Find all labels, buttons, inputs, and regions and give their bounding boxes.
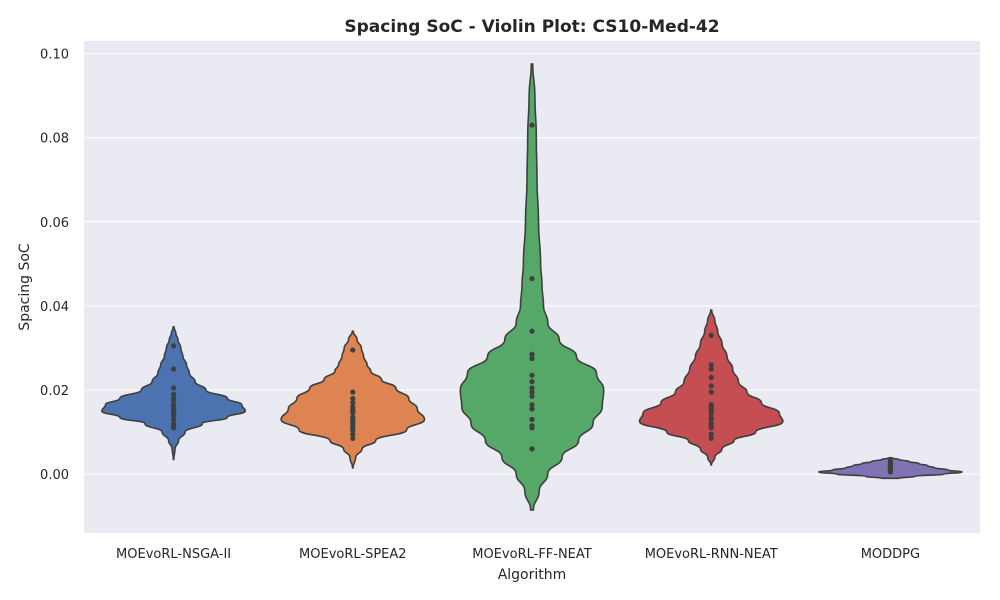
violin-point: [171, 425, 177, 431]
violin-point: [887, 469, 894, 475]
x-tick-labels: MOEvoRL-NSGA-II MOEvoRL-SPEA2 MOEvoRL-FF-N…: [116, 547, 920, 562]
violin-point: [529, 416, 535, 423]
violin-point: [708, 431, 714, 437]
y-tick-labels: 0.00 0.02 0.04 0.06 0.08 0.10: [40, 48, 69, 484]
x-tick-label: MOEvoRL-SPEA2: [299, 547, 407, 562]
y-tick-label: 0.08: [40, 132, 69, 147]
violin-point: [350, 400, 356, 406]
violin-point: [350, 347, 356, 353]
violin-point: [350, 435, 356, 441]
violin-point: [529, 122, 535, 128]
y-tick-label: 0.04: [40, 300, 69, 315]
violin-point: [529, 275, 535, 282]
violin-point: [171, 385, 177, 391]
violin-point: [350, 410, 356, 416]
violin-point: [708, 416, 714, 423]
violin-point: [529, 355, 535, 362]
x-tick-label: MOEvoRL-FF-NEAT: [472, 547, 592, 562]
violin-point: [529, 379, 535, 385]
violin-point: [529, 351, 535, 357]
violin-point: [708, 374, 714, 381]
violin-point: [708, 425, 714, 431]
y-tick-label: 0.06: [40, 216, 69, 231]
violin-point: [708, 332, 714, 338]
violin-point: [708, 410, 714, 416]
x-tick-label: MOEvoRL-RNN-NEAT: [645, 547, 778, 562]
y-tick-label: 0.02: [40, 384, 69, 399]
x-axis-label: Algorithm: [498, 567, 567, 583]
x-tick-label: MODDPG: [861, 547, 920, 562]
y-tick-label: 0.10: [40, 48, 69, 63]
violin-point: [708, 389, 714, 395]
violin-point: [529, 385, 535, 391]
violin-point: [529, 393, 535, 399]
x-tick-label: MOEvoRL-NSGA-II: [116, 547, 231, 562]
violin-point: [350, 395, 356, 402]
violin-body: [459, 63, 605, 511]
violin-point: [708, 435, 714, 441]
violin-point: [708, 366, 714, 372]
violin-point: [171, 343, 177, 349]
violin-point: [350, 427, 356, 433]
violin-point: [529, 389, 535, 395]
violin-point: [708, 362, 714, 368]
violins: [101, 63, 963, 511]
violin-point: [171, 391, 177, 397]
violin-point: [171, 366, 177, 372]
violin-point: [171, 412, 177, 418]
y-tick-label: 0.00: [40, 468, 69, 483]
violin-point: [708, 383, 714, 389]
y-axis-label: Spacing SoC: [17, 243, 33, 331]
violin-point: [529, 328, 535, 334]
violin-point: [171, 416, 177, 423]
violin-point: [350, 431, 356, 437]
violin-point: [529, 402, 535, 408]
violin-point: [529, 446, 535, 452]
violin-point: [171, 397, 177, 404]
violin-point: [529, 406, 535, 412]
violin-point: [529, 372, 535, 378]
chart-title: Spacing SoC - Violin Plot: CS10-Med-42: [344, 17, 719, 37]
violin-point: [350, 389, 356, 395]
violin-point: [529, 425, 535, 431]
